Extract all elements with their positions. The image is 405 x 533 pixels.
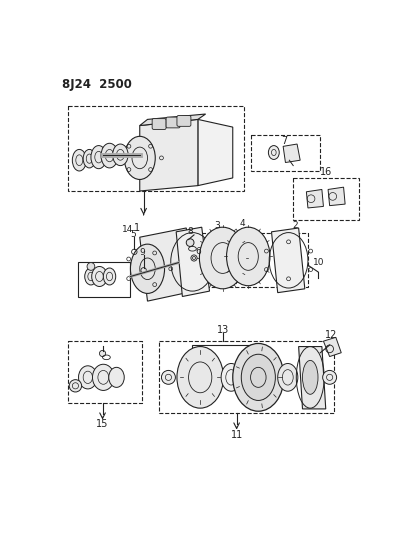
Text: 2: 2 xyxy=(292,221,298,230)
Text: 6: 6 xyxy=(195,247,201,255)
Text: 7: 7 xyxy=(281,136,288,146)
Polygon shape xyxy=(328,187,345,206)
Polygon shape xyxy=(324,337,341,357)
Circle shape xyxy=(323,370,337,384)
Ellipse shape xyxy=(177,346,224,408)
Bar xyxy=(192,345,254,376)
Ellipse shape xyxy=(79,366,97,389)
Ellipse shape xyxy=(91,146,107,168)
Ellipse shape xyxy=(109,367,124,387)
Text: 15: 15 xyxy=(96,419,109,429)
Text: 11: 11 xyxy=(230,430,243,440)
Ellipse shape xyxy=(92,266,107,287)
Circle shape xyxy=(162,370,175,384)
Polygon shape xyxy=(140,119,198,191)
Text: 13: 13 xyxy=(217,325,230,335)
FancyBboxPatch shape xyxy=(177,116,191,126)
Circle shape xyxy=(186,239,194,246)
Text: 12: 12 xyxy=(325,330,337,340)
Ellipse shape xyxy=(72,149,86,171)
Text: 16: 16 xyxy=(320,167,332,177)
Polygon shape xyxy=(271,228,305,293)
Ellipse shape xyxy=(101,143,118,168)
Ellipse shape xyxy=(113,144,128,166)
Ellipse shape xyxy=(92,364,114,391)
Polygon shape xyxy=(298,346,326,409)
Circle shape xyxy=(100,350,106,357)
Text: 5: 5 xyxy=(131,230,136,239)
Polygon shape xyxy=(198,119,233,185)
Ellipse shape xyxy=(85,268,97,285)
Ellipse shape xyxy=(103,268,116,285)
Text: 14: 14 xyxy=(122,225,134,234)
Bar xyxy=(68,341,142,403)
Text: 8J24  2500: 8J24 2500 xyxy=(62,78,132,91)
Text: 3: 3 xyxy=(214,221,220,230)
Ellipse shape xyxy=(303,360,318,394)
Polygon shape xyxy=(176,227,209,296)
Bar xyxy=(172,233,308,287)
Text: 10: 10 xyxy=(313,258,324,267)
Ellipse shape xyxy=(226,227,270,286)
Polygon shape xyxy=(306,189,324,208)
Bar xyxy=(252,135,320,171)
Ellipse shape xyxy=(124,136,155,180)
Ellipse shape xyxy=(269,146,279,159)
Bar xyxy=(293,178,359,220)
Bar xyxy=(159,341,333,413)
Polygon shape xyxy=(140,228,194,301)
Ellipse shape xyxy=(241,354,275,400)
Ellipse shape xyxy=(278,364,298,391)
Text: 9: 9 xyxy=(139,248,145,257)
Ellipse shape xyxy=(83,149,96,168)
Circle shape xyxy=(69,379,82,392)
Ellipse shape xyxy=(199,227,246,289)
Text: 4: 4 xyxy=(240,219,246,228)
Ellipse shape xyxy=(221,364,241,391)
FancyBboxPatch shape xyxy=(166,117,180,128)
Bar xyxy=(78,262,130,296)
FancyBboxPatch shape xyxy=(152,119,166,130)
Circle shape xyxy=(191,255,197,261)
Text: 1: 1 xyxy=(134,223,141,232)
Polygon shape xyxy=(140,114,206,126)
Polygon shape xyxy=(283,144,300,163)
Ellipse shape xyxy=(87,263,95,270)
Bar xyxy=(68,106,243,191)
Ellipse shape xyxy=(233,343,284,411)
Text: 8: 8 xyxy=(187,227,193,236)
Ellipse shape xyxy=(130,244,164,294)
